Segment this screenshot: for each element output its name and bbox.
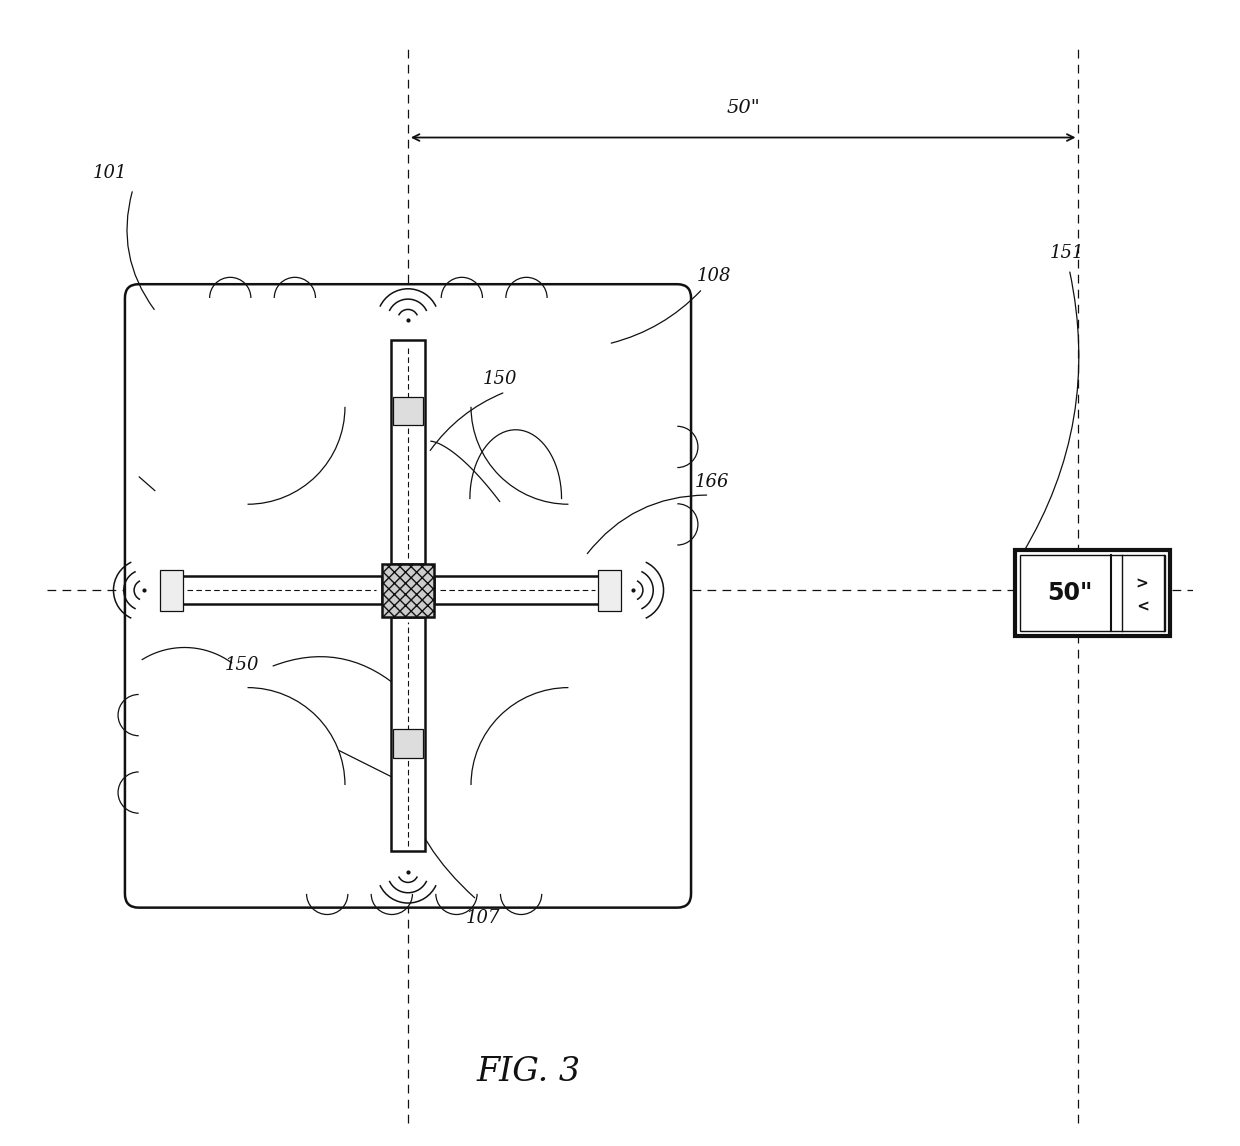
Bar (598, 570, 621, 611)
Text: 101: 101 (93, 164, 128, 181)
Bar (391, 617, 425, 851)
Text: >: > (1135, 576, 1148, 591)
Bar (393, 397, 423, 425)
Text: FIG. 3: FIG. 3 (476, 1055, 580, 1088)
Text: 50": 50" (1047, 581, 1092, 605)
Bar (160, 570, 184, 611)
Bar (393, 729, 423, 758)
Text: 107: 107 (465, 909, 500, 926)
Text: 166: 166 (694, 473, 729, 490)
Text: 150: 150 (224, 657, 259, 674)
Text: 150: 150 (482, 370, 517, 387)
Bar (382, 564, 434, 617)
Text: 50": 50" (727, 99, 760, 117)
Bar (391, 340, 425, 564)
FancyBboxPatch shape (125, 284, 691, 908)
Bar (1021, 555, 1166, 631)
Text: 108: 108 (697, 267, 732, 284)
Bar (434, 576, 600, 604)
Bar (181, 576, 382, 604)
Text: >: > (1135, 596, 1148, 611)
Text: 151: 151 (1050, 244, 1084, 261)
Bar (382, 564, 434, 617)
Bar (1016, 550, 1171, 636)
